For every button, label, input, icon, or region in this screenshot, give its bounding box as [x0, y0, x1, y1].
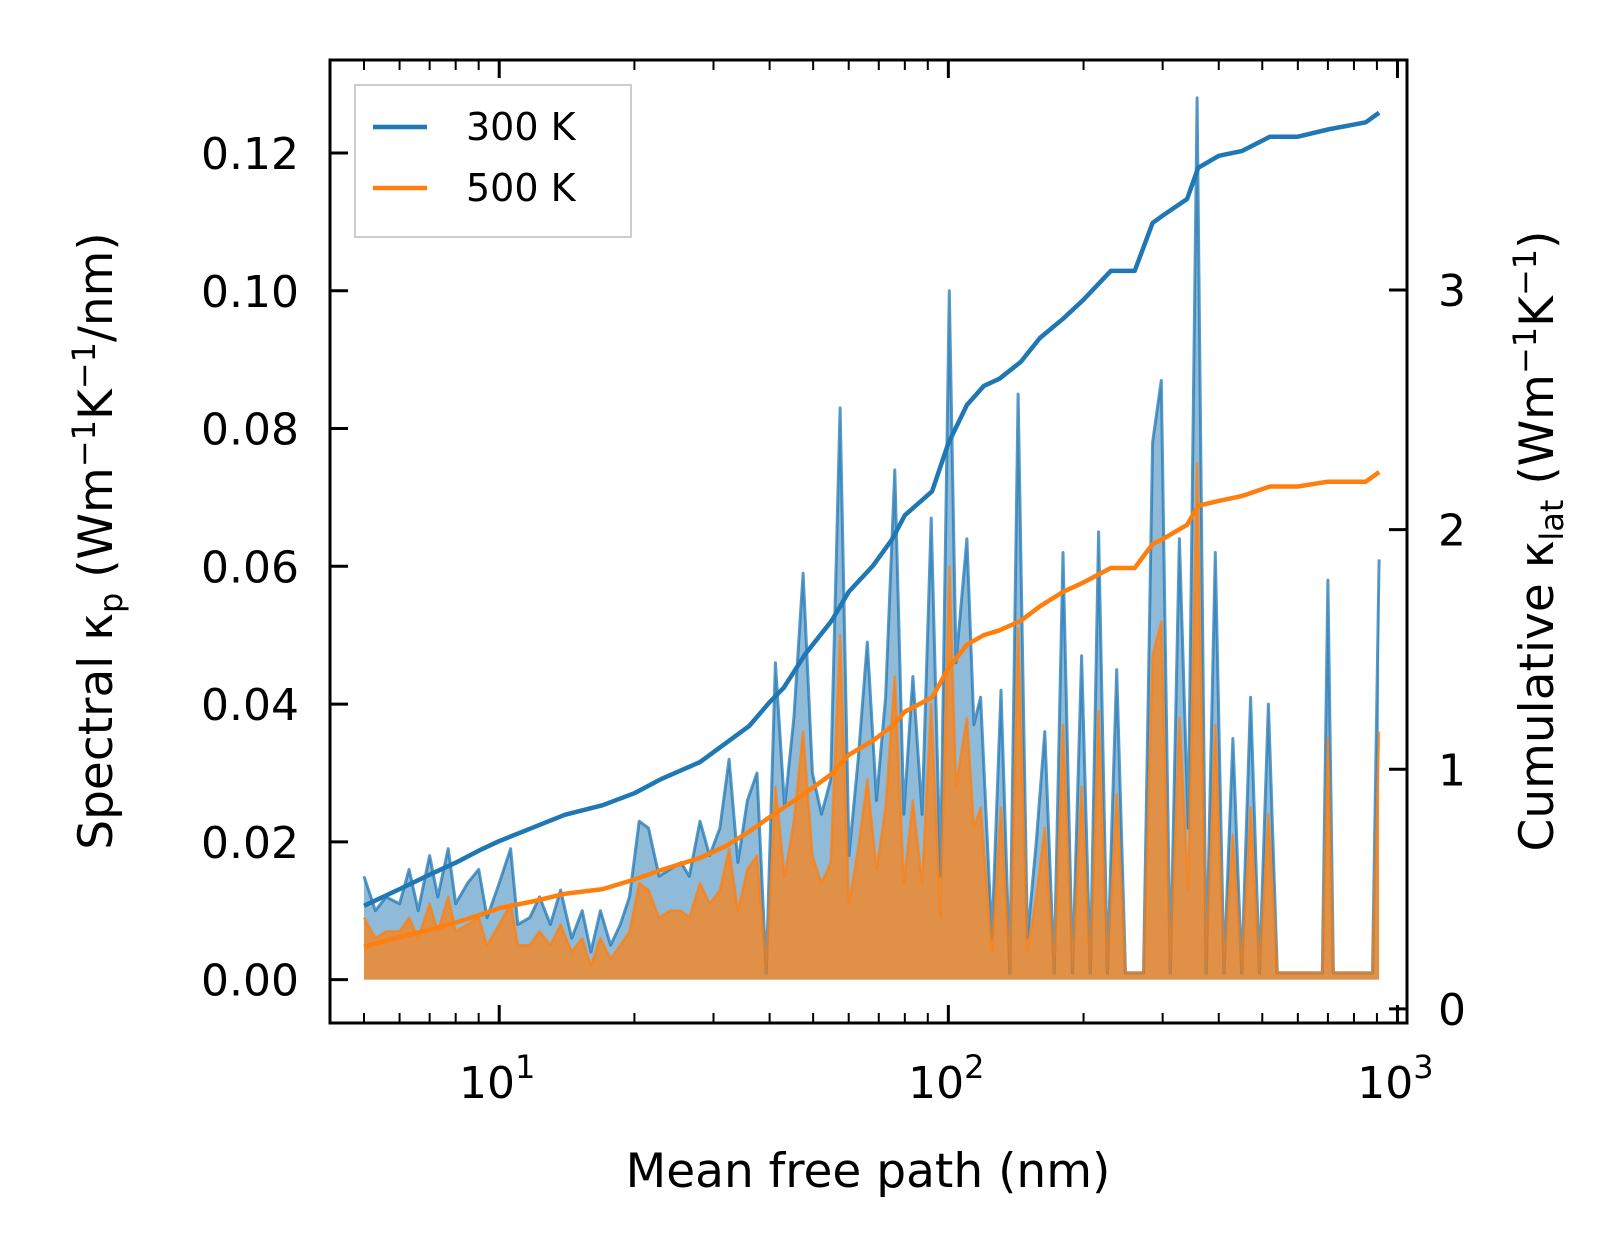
x-tick-label: 101	[459, 1048, 535, 1109]
y2-axis-label: Cumulative κlat (Wm−1K−1)	[1506, 230, 1571, 851]
y-tick-label: 0.06	[201, 542, 299, 593]
spectral-line-500k	[362, 461, 1381, 974]
y2-tick-label: 2	[1438, 506, 1466, 557]
y2-tick-label: 0	[1438, 985, 1466, 1036]
y-tick-label: 0.04	[201, 680, 299, 731]
plot-frame	[328, 58, 1409, 1025]
spectral-fill-500k	[364, 463, 1380, 980]
cumulative-line-500k	[363, 470, 1381, 949]
spectral-fill-300k	[364, 97, 1380, 980]
x-tick-label: 103	[1357, 1048, 1433, 1109]
cumulative-line-300k	[363, 110, 1381, 908]
y2-tick-label: 3	[1438, 266, 1466, 317]
legend-label-500k: 500 K	[466, 166, 577, 210]
y-tick-label: 0.08	[201, 405, 299, 456]
cumulative-lines	[363, 110, 1381, 949]
legend-frame	[354, 84, 632, 238]
plot-area	[362, 96, 1381, 980]
y-tick-label: 0.02	[201, 818, 299, 869]
y-axis-label: Spectral κp (Wm−1K−1/nm)	[65, 232, 130, 849]
legend: 300 K 500 K	[354, 84, 632, 238]
x-tick-label: 102	[908, 1048, 984, 1109]
x-axis-label: Mean free path (nm)	[626, 1144, 1111, 1199]
legend-label-300k: 300 K	[466, 105, 577, 149]
tick-labels: 101 102 103 0.00 0.02 0.04 0.06 0.08 0.10 0.12 0 1 2…	[201, 129, 1466, 1109]
axis-ticks	[330, 60, 1407, 1023]
y-tick-label: 0.12	[201, 129, 299, 180]
y-tick-label: 0.00	[201, 956, 299, 1007]
y-tick-label: 0.10	[201, 267, 299, 318]
spectral-fills	[364, 97, 1380, 980]
y2-tick-label: 1	[1438, 745, 1466, 796]
spectral-lines	[362, 96, 1381, 975]
